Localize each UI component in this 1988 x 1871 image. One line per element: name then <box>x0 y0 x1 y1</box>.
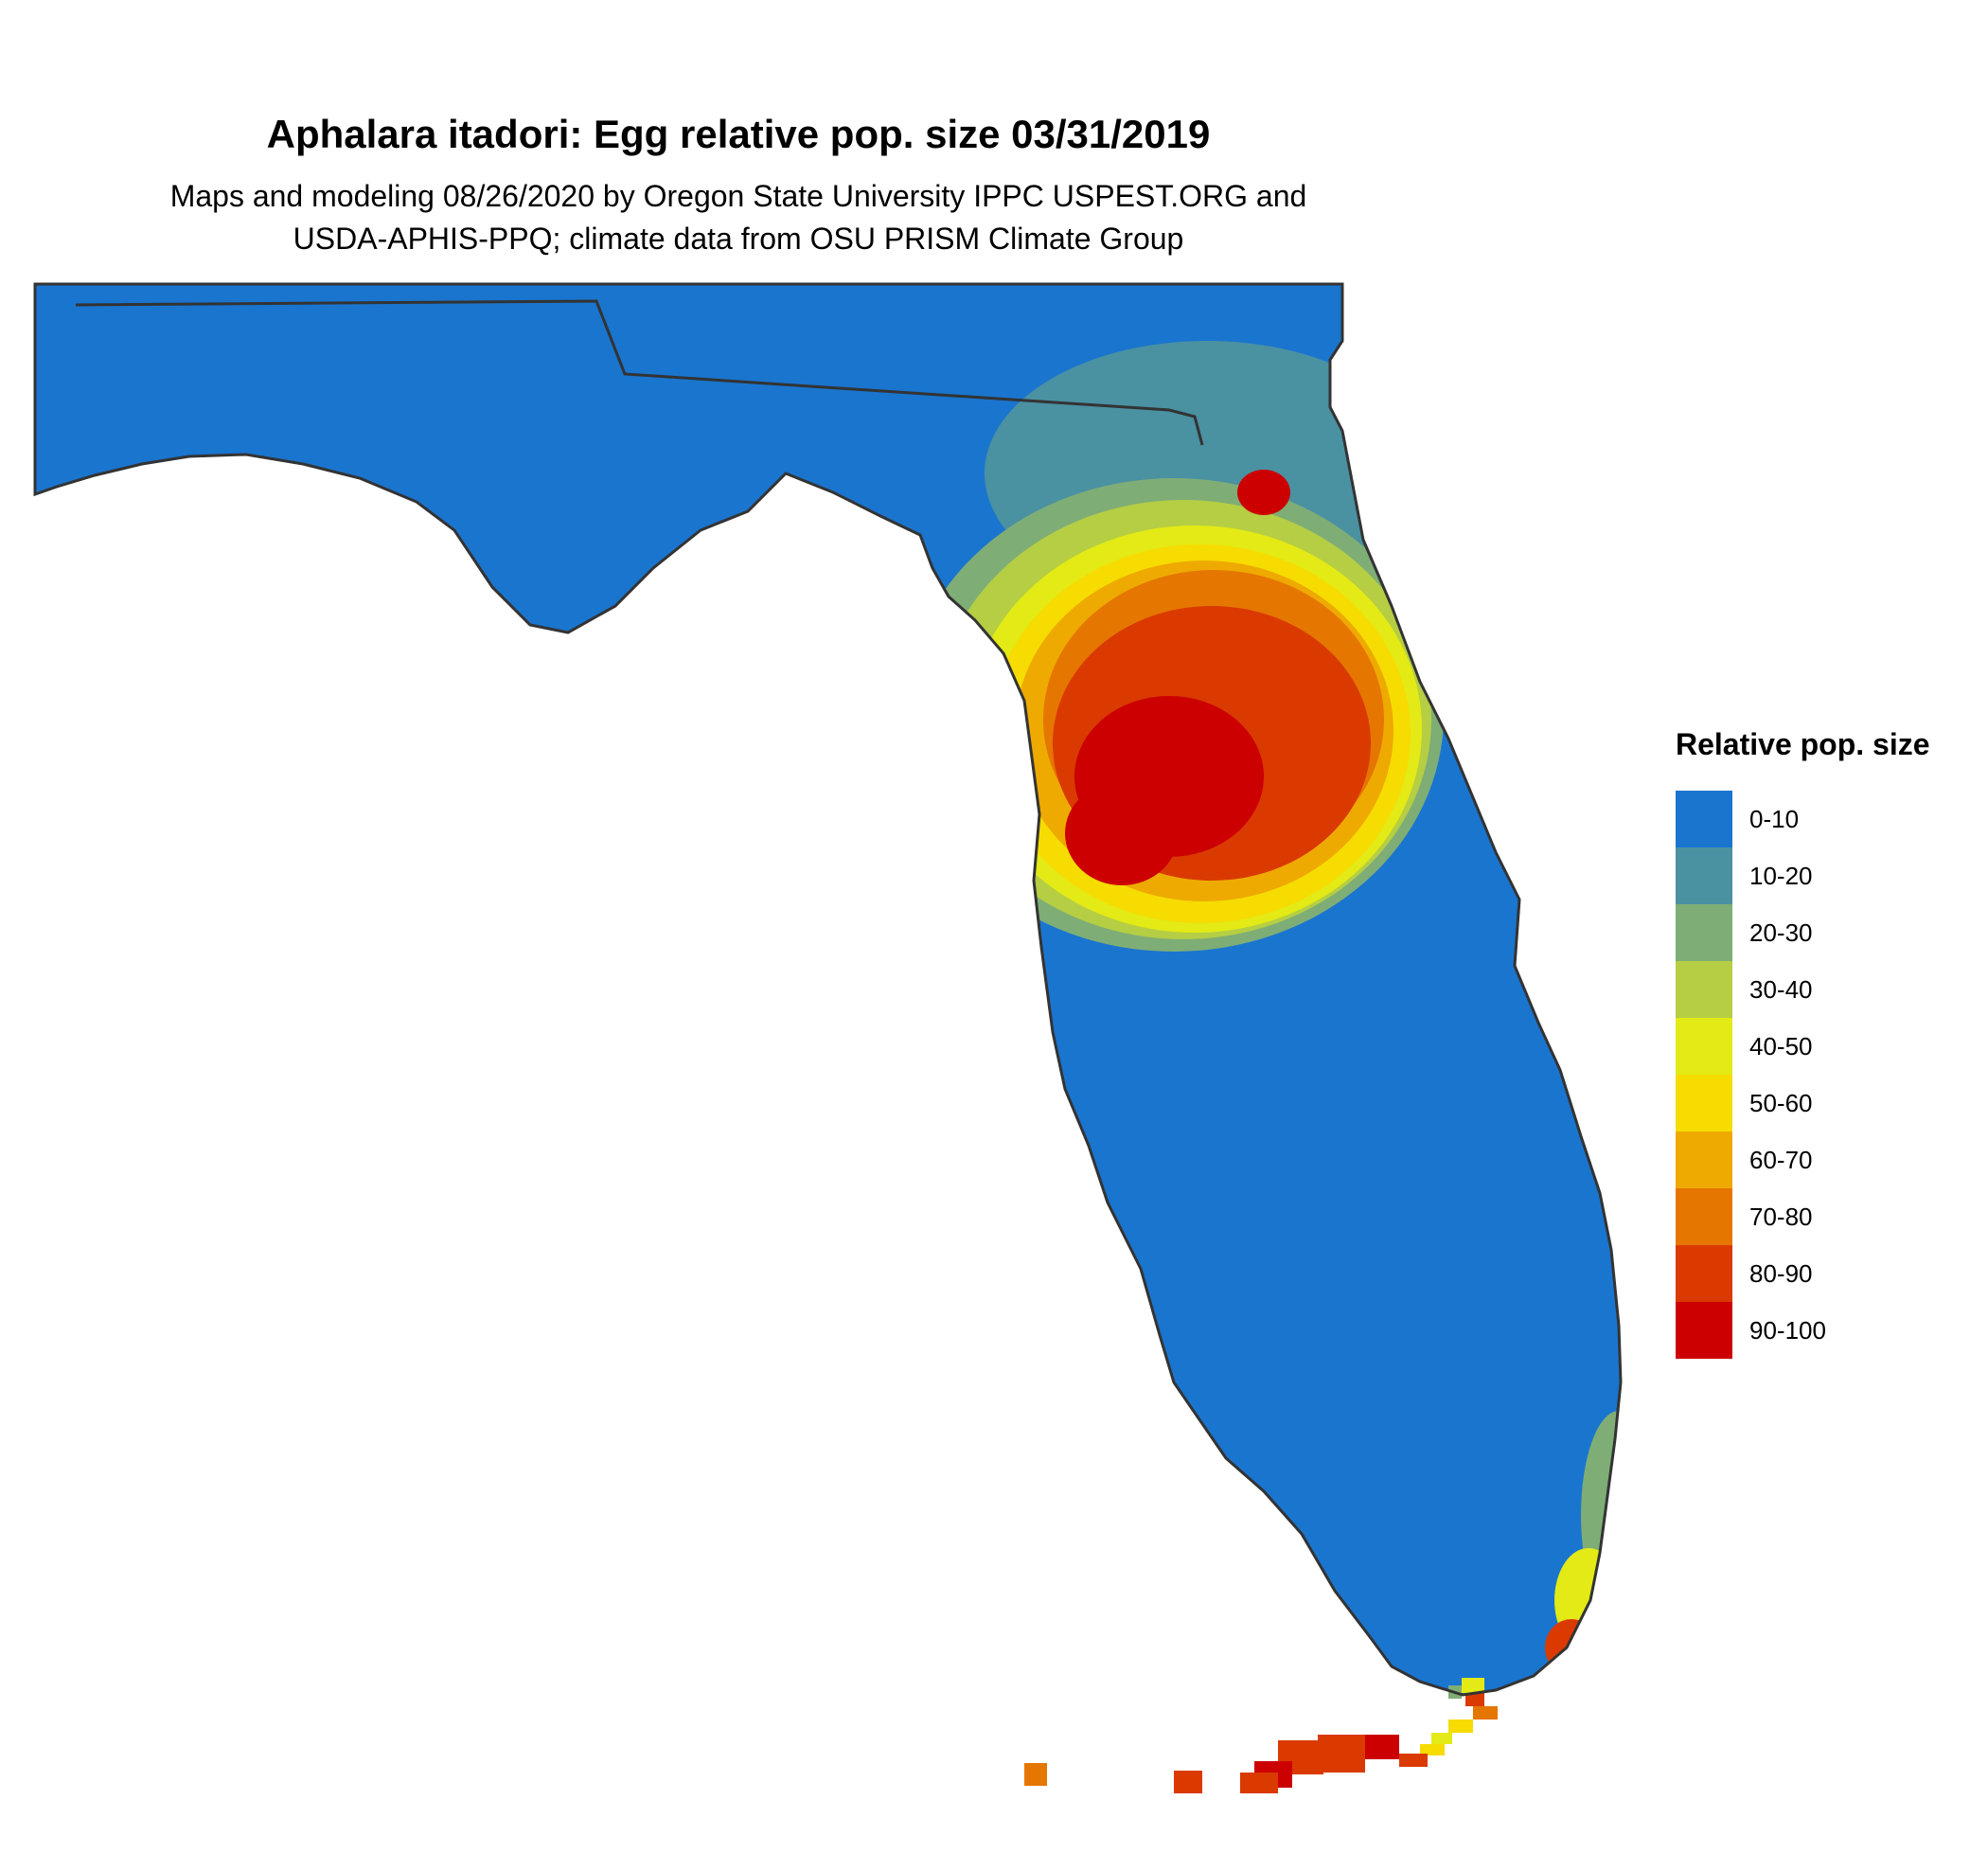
legend-swatch <box>1676 791 1732 847</box>
florida-keys <box>1024 1678 1498 1793</box>
map-subtitle: Maps and modeling 08/26/2020 by Oregon S… <box>0 175 1477 260</box>
legend-swatch <box>1676 1245 1732 1302</box>
legend-item: 10-20 <box>1676 847 1930 904</box>
legend-title: Relative pop. size <box>1676 727 1930 761</box>
legend-label: 90-100 <box>1749 1315 1826 1345</box>
legend-items: 0-10 10-20 20-30 30-40 40-50 50-60 60-70 70-80 8… <box>1676 791 1930 1359</box>
legend-item: 20-30 <box>1676 904 1930 961</box>
legend-swatch <box>1676 1188 1732 1245</box>
legend-label: 0-10 <box>1749 804 1800 833</box>
legend-item: 40-50 <box>1676 1018 1930 1075</box>
legend-label: 80-90 <box>1749 1258 1813 1288</box>
legend-item: 50-60 <box>1676 1075 1930 1132</box>
legend-swatch <box>1676 1132 1732 1188</box>
legend-item: 80-90 <box>1676 1245 1930 1302</box>
legend-label: 30-40 <box>1749 974 1813 1004</box>
subtitle-line-1: Maps and modeling 08/26/2020 by Oregon S… <box>169 179 1307 213</box>
legend-swatch <box>1676 1018 1732 1075</box>
legend-swatch <box>1676 961 1732 1018</box>
legend-label: 10-20 <box>1749 861 1813 890</box>
legend-item: 30-40 <box>1676 961 1930 1018</box>
legend-swatch <box>1676 1075 1732 1132</box>
legend-item: 90-100 <box>1676 1302 1930 1359</box>
legend-label: 20-30 <box>1749 918 1813 947</box>
subtitle-line-2: USDA-APHIS-PPQ; climate data from OSU PR… <box>293 222 1184 256</box>
legend: Relative pop. size 0-10 10-20 20-30 30-40 40… <box>1676 727 1930 1359</box>
state-border-line <box>75 299 1204 446</box>
legend-swatch <box>1676 847 1732 904</box>
legend-item: 70-80 <box>1676 1188 1930 1245</box>
legend-item: 0-10 <box>1676 791 1930 847</box>
legend-label: 70-80 <box>1749 1202 1813 1231</box>
legend-swatch <box>1676 904 1732 961</box>
relative-pop-raster <box>35 284 1621 1695</box>
legend-label: 40-50 <box>1749 1031 1813 1060</box>
legend-label: 50-60 <box>1749 1088 1813 1117</box>
legend-item: 60-70 <box>1676 1132 1930 1188</box>
legend-swatch <box>1676 1302 1732 1359</box>
legend-label: 60-70 <box>1749 1145 1813 1174</box>
map-title: Aphalara itadori: Egg relative pop. size… <box>266 112 1211 156</box>
